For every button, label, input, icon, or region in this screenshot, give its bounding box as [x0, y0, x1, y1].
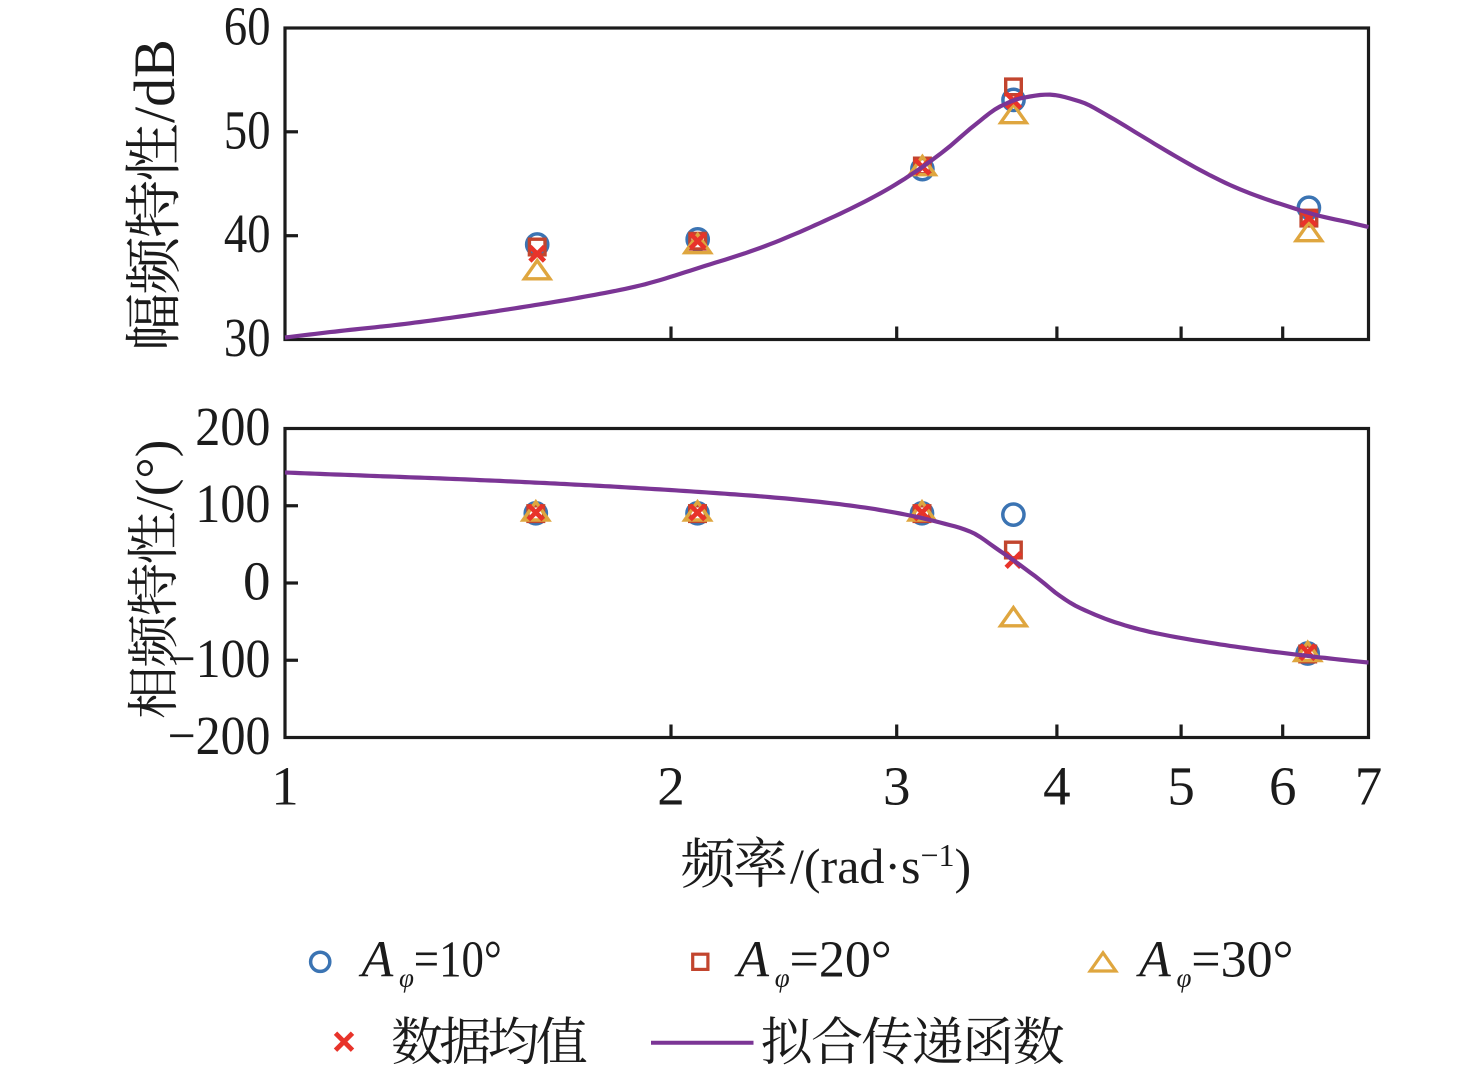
svg-text:200: 200 [195, 396, 270, 457]
svg-text:50: 50 [224, 99, 271, 160]
svg-text:/(rad·s−1): /(rad·s−1) [790, 837, 971, 894]
svg-text:/(°): /(°) [126, 440, 184, 511]
svg-text:7: 7 [1355, 755, 1383, 816]
svg-text:−100: −100 [168, 628, 271, 689]
svg-text:30: 30 [224, 307, 271, 368]
svg-text:A: A [734, 931, 769, 988]
svg-text:60: 60 [224, 0, 271, 57]
svg-text:3: 3 [883, 755, 911, 816]
svg-text:40: 40 [224, 203, 271, 264]
svg-text:A: A [1136, 931, 1171, 988]
svg-text:2: 2 [657, 755, 685, 816]
svg-text:5: 5 [1167, 755, 1195, 816]
svg-text:=20°: =20° [790, 931, 892, 988]
svg-text:4: 4 [1043, 755, 1071, 816]
svg-text:=30°: =30° [1191, 931, 1293, 988]
svg-text:0: 0 [243, 551, 271, 612]
svg-text:A: A [359, 931, 394, 988]
svg-text:6: 6 [1269, 755, 1297, 816]
svg-text:/dB: /dB [122, 39, 187, 123]
svg-text:−200: −200 [168, 705, 271, 766]
svg-text:100: 100 [195, 473, 270, 534]
svg-text:1: 1 [271, 755, 299, 816]
svg-text:=10°: =10° [414, 931, 502, 988]
